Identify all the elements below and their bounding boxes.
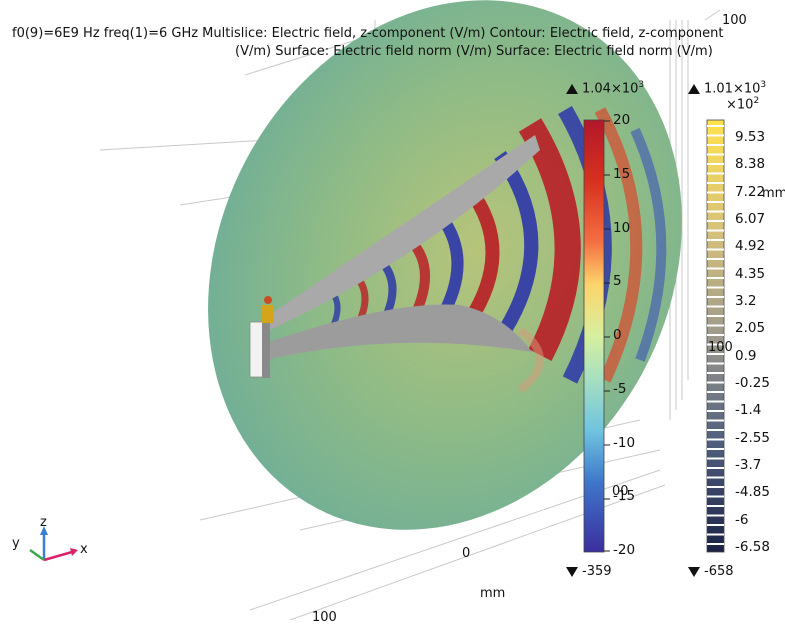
axis-label-00: 00 (612, 484, 629, 499)
colorbar-contour-tick: 3.2 (735, 293, 757, 309)
colorbar-contour-tick: -0.25 (735, 375, 770, 391)
min-arrow-icon (688, 566, 700, 577)
colorbar-contour-tick: 9.53 (735, 129, 766, 145)
colorbar-contour-min: -658 (688, 564, 734, 579)
colorbar-contour-tick: 2.05 (735, 320, 766, 337)
colorbar-contour-tick: -6.58 (735, 539, 770, 555)
colorbar-contour-max: 1.01×103 (688, 80, 766, 96)
colorbar-main-min: -359 (566, 564, 612, 579)
plot-title-line2: (V/m) Surface: Electric field norm (V/m)… (235, 44, 713, 59)
colorbar-contour-tick: -4.85 (735, 484, 770, 501)
colorbar-contour-tick: 6.07 (735, 211, 766, 227)
colorbar-main-tick: -20 (613, 542, 636, 558)
colorbar-contour-scale: ×102 (726, 96, 760, 113)
colorbar-contour-tick: 0.9 (735, 347, 757, 364)
colorbar-main-tick: -15 (613, 488, 636, 505)
axis-triad (29, 526, 78, 562)
max-arrow-icon (566, 83, 578, 94)
colorbar-contour-tick: -2.55 (735, 429, 770, 446)
axis-label-top-100: 100 (722, 13, 747, 28)
colorbar-main-max: 1.04×103 (566, 80, 644, 96)
min-arrow-icon (566, 566, 578, 577)
colorbar-main-tick: 5 (613, 273, 622, 290)
colorbar-contour-tick: 4.92 (735, 238, 766, 255)
colorbar-main-tick: 10 (613, 219, 631, 236)
horn-antenna (249, 135, 540, 378)
triad-z-label: z (40, 515, 47, 530)
colorbar-contour-tick: -3.7 (735, 457, 762, 473)
colorbar-main-tick: -10 (613, 434, 636, 451)
colorbar-main (583, 119, 610, 553)
colorbar-main-tick: 20 (613, 112, 631, 128)
plot-title-line1: f0(9)=6E9 Hz freq(1)=6 GHz Multislice: E… (12, 26, 724, 41)
colorbar-contour (706, 119, 725, 553)
axis-label-mm-right: mm (762, 186, 785, 201)
axis-label-right-100: 100 (708, 340, 733, 355)
axis-label-zero: 0 (462, 546, 471, 561)
colorbar-contour-tick: -6 (735, 511, 749, 528)
triad-x-label: x (80, 542, 88, 557)
colorbar-main-tick: 0 (613, 327, 622, 343)
axis-label-bottom-100: 100 (312, 610, 337, 625)
colorbar-contour-tick: 4.35 (735, 265, 766, 282)
colorbar-contour-tick: 7.22 (735, 183, 766, 200)
colorbar-main-tick: -5 (613, 380, 627, 397)
colorbar-contour-tick: 8.38 (735, 156, 766, 173)
colorbar-contour-tick: -1.4 (735, 402, 762, 419)
axis-label-mm-bottom: mm (480, 586, 506, 601)
triad-y-label: y (12, 536, 20, 551)
colorbar-main-tick: 15 (613, 165, 631, 182)
max-arrow-icon (688, 83, 700, 94)
